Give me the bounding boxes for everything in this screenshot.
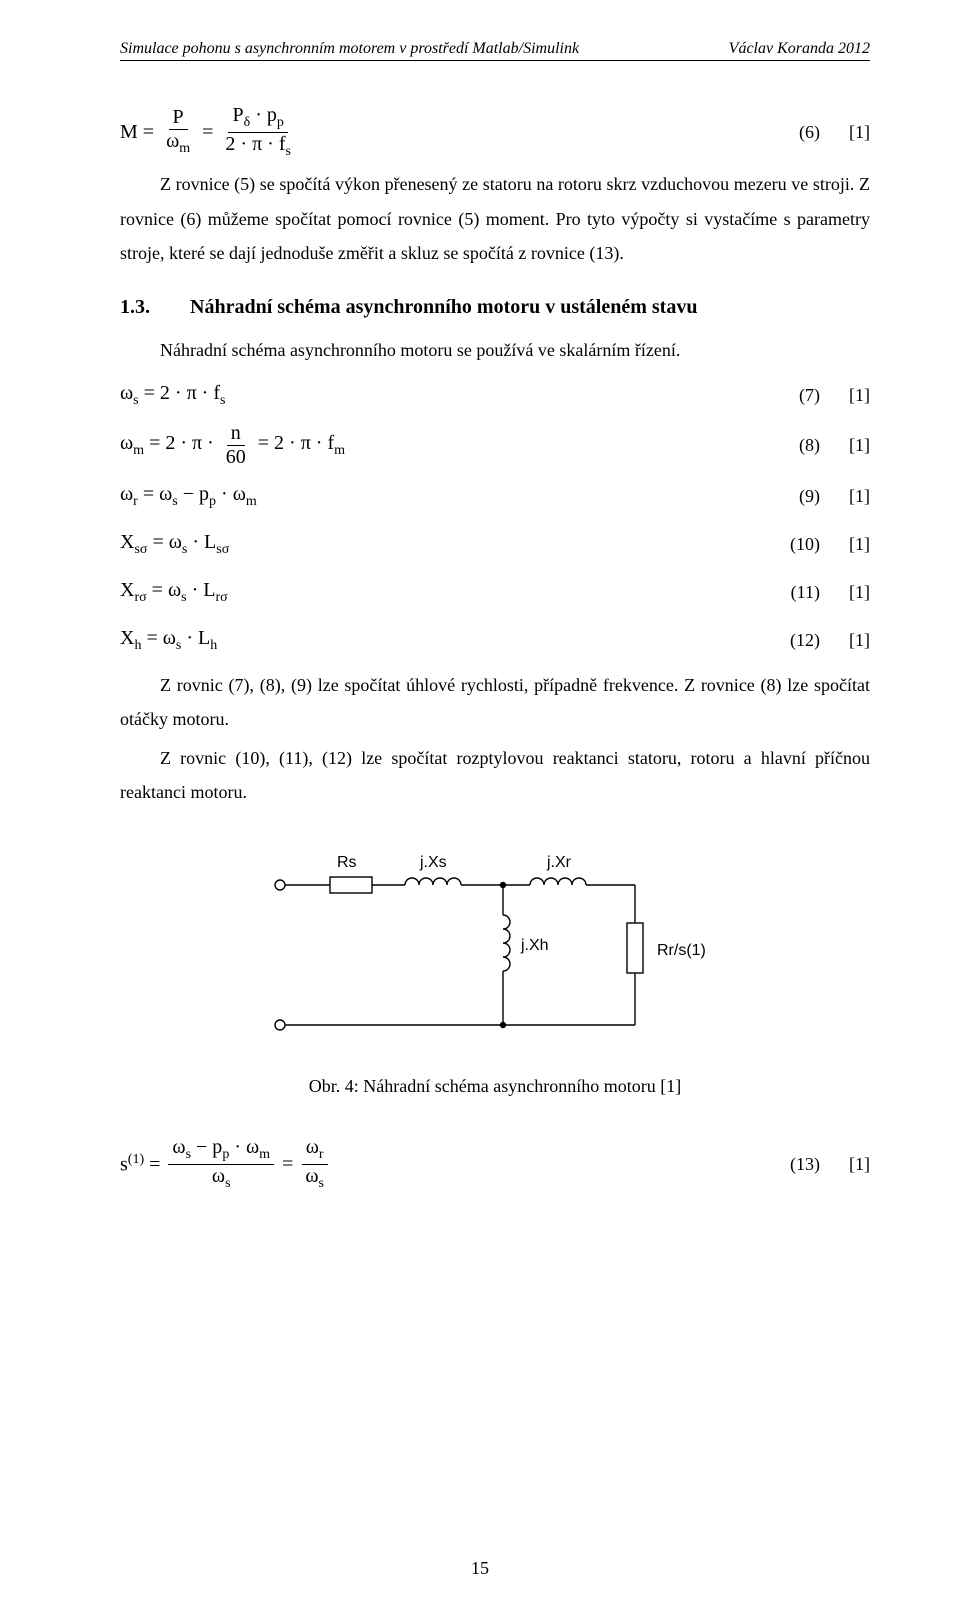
paragraph-3: Z rovnic (7), (8), (9) lze spočítat úhlo… bbox=[120, 668, 870, 736]
eq11-ref: [1] bbox=[820, 582, 870, 603]
eq6-mid: = bbox=[202, 121, 213, 144]
label-jxh: j.Xh bbox=[520, 937, 549, 954]
eq6-lhs: M = bbox=[120, 121, 154, 144]
eq13-frac1: ωs − pp · ωm ωs bbox=[168, 1137, 274, 1191]
eq6-frac1: P ωm bbox=[162, 107, 194, 157]
circuit-svg: Rs j.Xs j.Xr Rr/s(1) bbox=[265, 845, 725, 1055]
equation-9: ωr = ωs − pp · ωm (9) [1] bbox=[120, 476, 870, 516]
eq7-tag: (7) bbox=[760, 385, 820, 406]
eq8-ref: [1] bbox=[820, 435, 870, 456]
equation-10: Xsσ = ωs · Lsσ (10) [1] bbox=[120, 524, 870, 564]
eq13-ref: [1] bbox=[820, 1154, 870, 1175]
eq9-tag: (9) bbox=[760, 486, 820, 507]
eq10-tag: (10) bbox=[760, 534, 820, 555]
eq10-ref: [1] bbox=[820, 534, 870, 555]
label-jxr: j.Xr bbox=[546, 854, 572, 871]
header-right: Václav Koranda 2012 bbox=[729, 40, 870, 58]
equation-7: ωs = 2 · π · fs (7) [1] bbox=[120, 375, 870, 415]
eq6-frac2: Pδ · pp 2 · π · fs bbox=[221, 105, 295, 159]
section-heading-1-3: 1.3. Náhradní schéma asynchronního motor… bbox=[120, 296, 870, 319]
equation-6: M = P ωm = Pδ · pp 2 · π · fs (6) [1] bbox=[120, 105, 870, 159]
page-header: Simulace pohonu s asynchronním motorem v… bbox=[120, 40, 870, 61]
eq7-ref: [1] bbox=[820, 385, 870, 406]
eq8-frac: n 60 bbox=[222, 423, 250, 468]
eq12-ref: [1] bbox=[820, 630, 870, 651]
eq9-ref: [1] bbox=[820, 486, 870, 507]
header-left: Simulace pohonu s asynchronním motorem v… bbox=[120, 40, 579, 58]
label-rs: Rs bbox=[337, 854, 357, 871]
eq6-ref: [1] bbox=[820, 122, 870, 143]
section-title: Náhradní schéma asynchronního motoru v u… bbox=[190, 296, 697, 319]
eq8-tag: (8) bbox=[760, 435, 820, 456]
paragraph-1: Z rovnice (5) se spočítá výkon přenesený… bbox=[120, 167, 870, 270]
equation-13: s(1) = ωs − pp · ωm ωs = ωr ωs (13) bbox=[120, 1137, 870, 1191]
eq13-tag: (13) bbox=[760, 1154, 820, 1175]
eq6-tag: (6) bbox=[760, 122, 820, 143]
figure-4-caption: Obr. 4: Náhradní schéma asynchronního mo… bbox=[120, 1076, 870, 1097]
figure-4: Rs j.Xs j.Xr Rr/s(1) bbox=[120, 845, 870, 1060]
section-number: 1.3. bbox=[120, 296, 162, 319]
paragraph-2: Náhradní schéma asynchronního motoru se … bbox=[120, 333, 870, 367]
equation-11: Xrσ = ωs · Lrσ (11) [1] bbox=[120, 572, 870, 612]
paragraph-4: Z rovnic (10), (11), (12) lze spočítat r… bbox=[120, 741, 870, 809]
equation-12: Xh = ωs · Lh (12) [1] bbox=[120, 620, 870, 660]
eq11-tag: (11) bbox=[760, 582, 820, 603]
eq13-frac2: ωr ωs bbox=[301, 1137, 328, 1191]
label-jxs: j.Xs bbox=[419, 854, 447, 871]
eq12-tag: (12) bbox=[760, 630, 820, 651]
page-number: 15 bbox=[0, 1558, 960, 1579]
equation-8: ωm = 2 · π · n 60 = 2 · π · fm (8) [1] bbox=[120, 423, 870, 468]
label-rr: Rr/s(1) bbox=[657, 942, 706, 959]
